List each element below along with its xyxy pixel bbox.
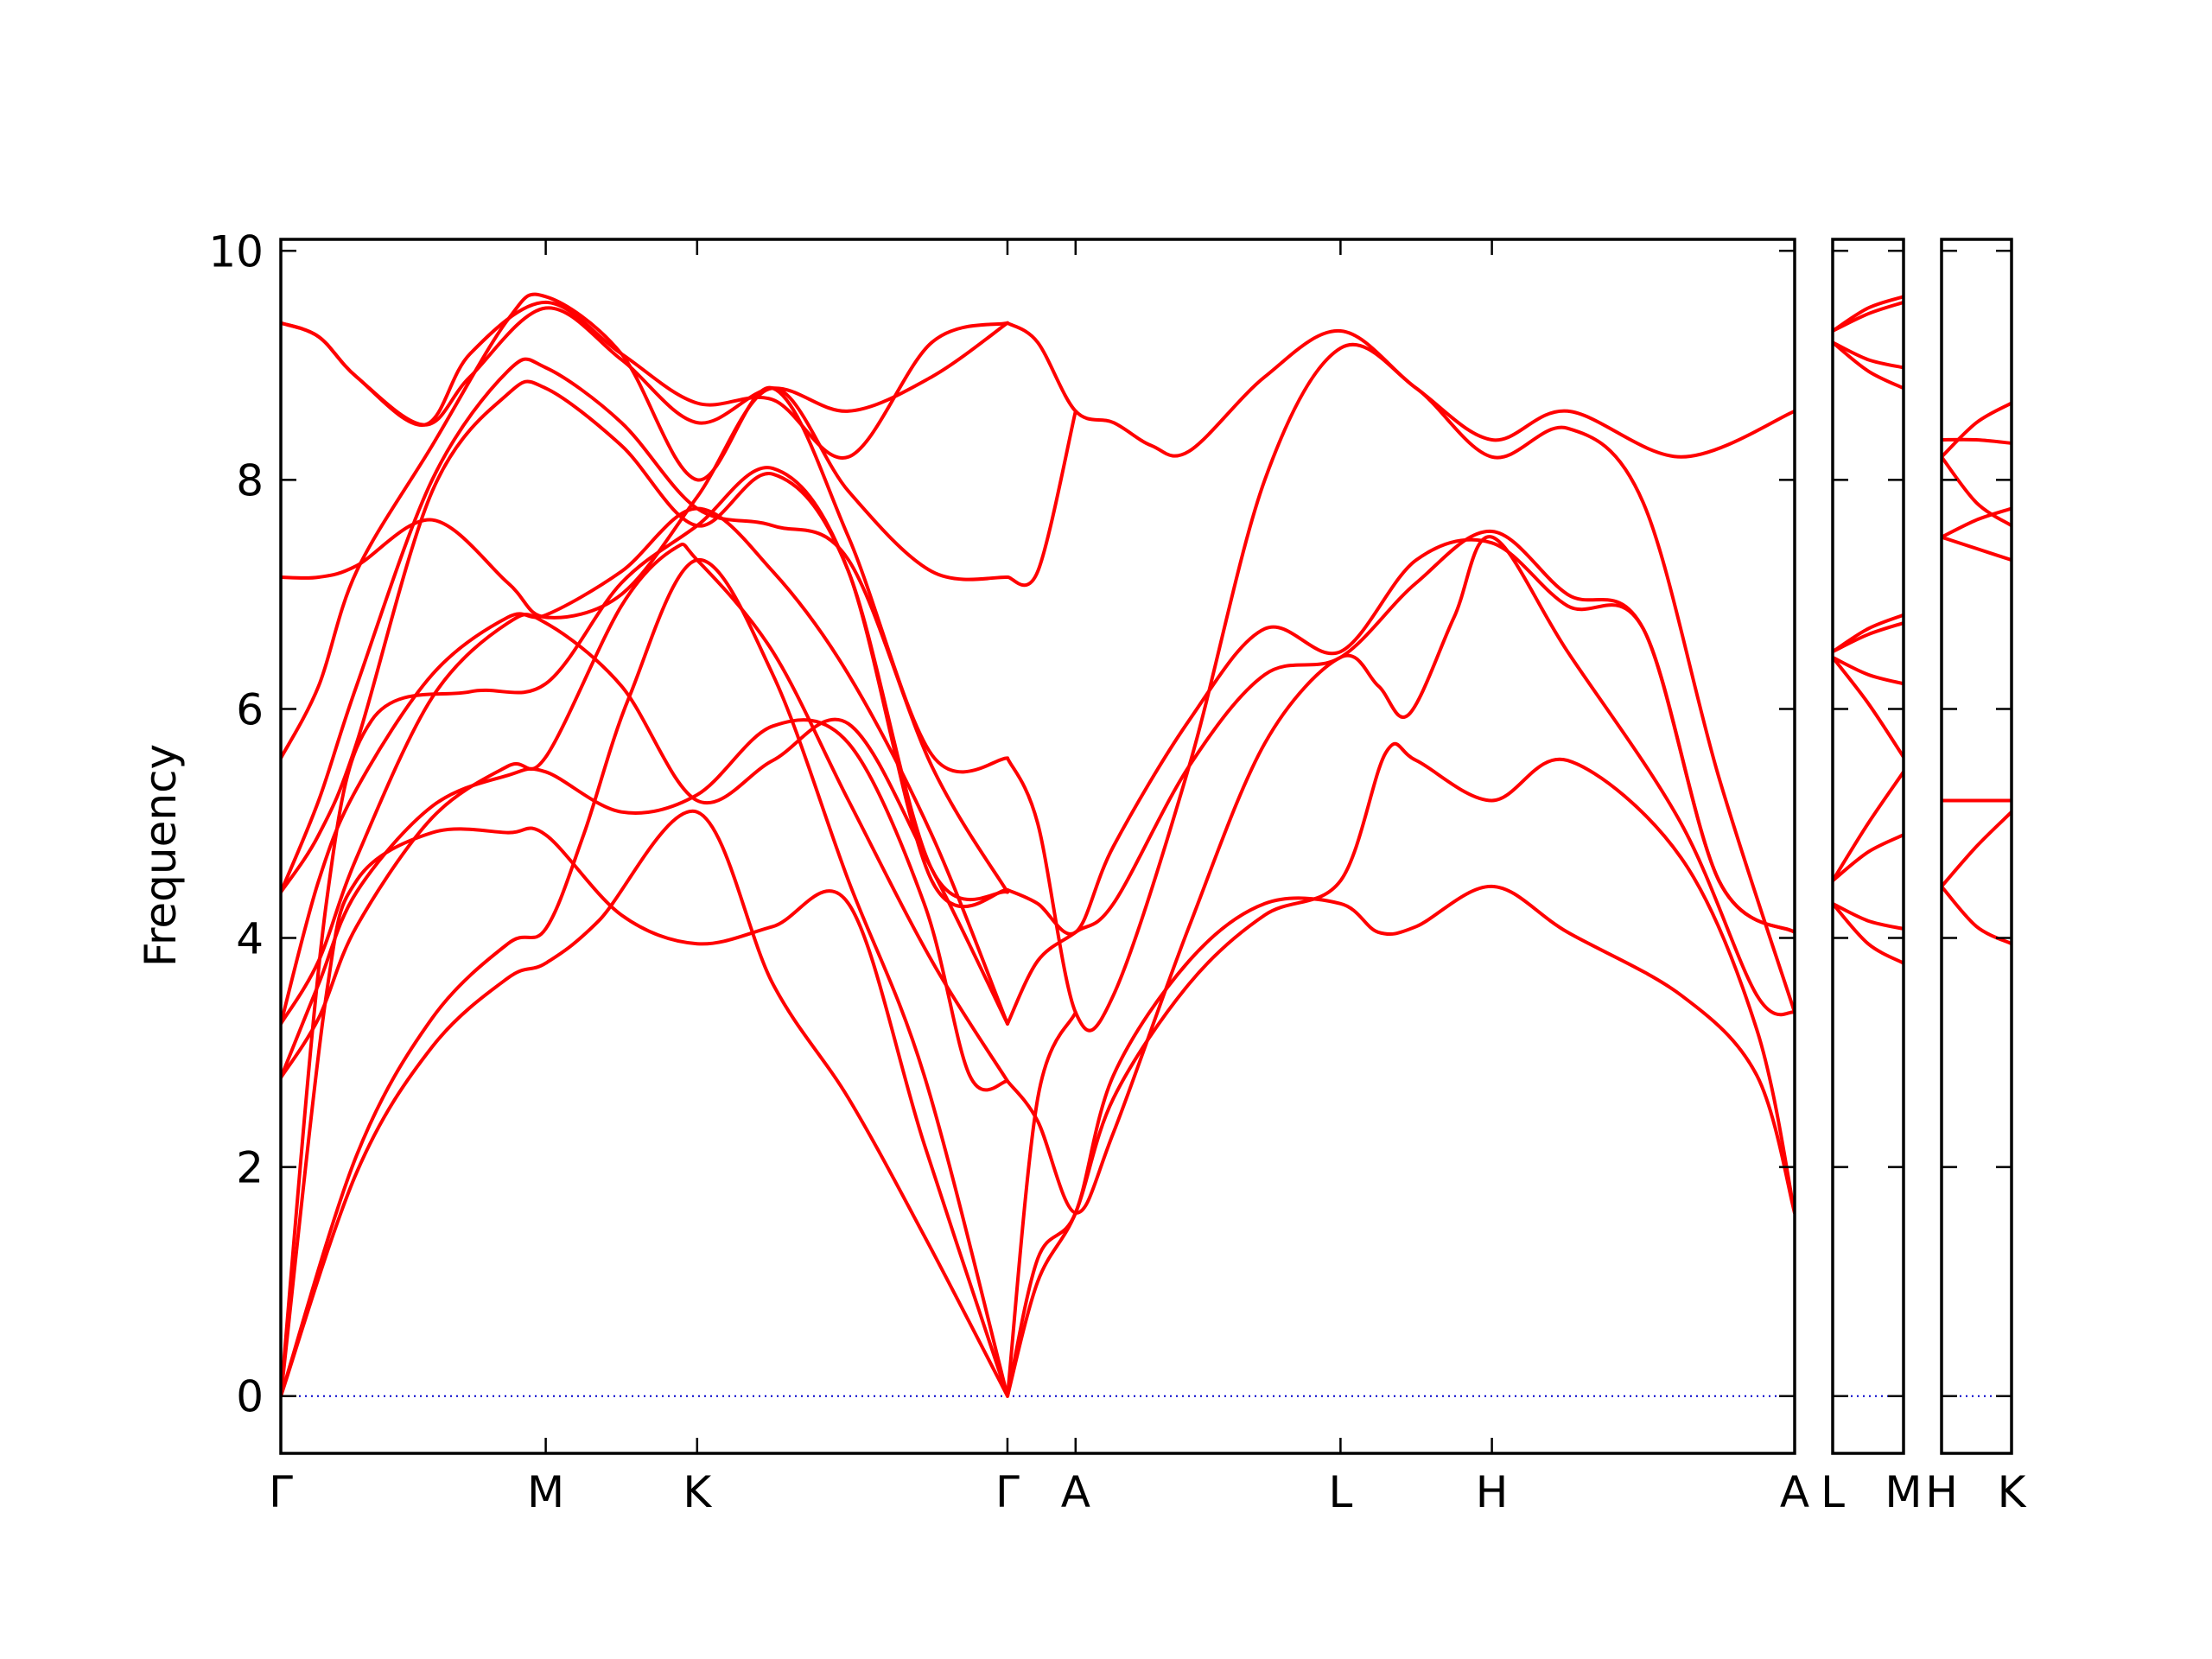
band-line-11 — [281, 292, 1009, 774]
band-line-23 — [1006, 1010, 1077, 1398]
band-line-22 — [1006, 409, 1077, 588]
y-axis-label: Frequency — [136, 744, 186, 967]
band-line-12 — [1833, 901, 1904, 965]
band-line-8 — [1942, 884, 2012, 946]
band-line-20 — [1006, 537, 1795, 936]
band-line-6 — [281, 542, 1009, 1084]
y-tick-label: 10 — [208, 226, 264, 276]
x-tick-label: K — [1998, 1467, 2027, 1517]
band-line-5 — [281, 718, 1009, 1092]
band-line-2 — [1833, 300, 1904, 333]
x-tick-label: M — [527, 1467, 564, 1517]
panel-frame — [1940, 238, 2013, 1455]
band-line-7 — [281, 613, 1009, 1026]
band-line-9 — [281, 379, 1009, 901]
band-line-21 — [1006, 342, 1795, 1033]
x-tick-label: A — [1061, 1467, 1090, 1517]
band-line-7 — [1942, 810, 2012, 888]
x-tick-label: H — [1925, 1467, 1958, 1517]
x-tick-label: K — [683, 1467, 712, 1517]
band-line-4 — [1942, 506, 2012, 539]
x-tick-label: Γ — [995, 1467, 1020, 1517]
x-tick-label: A — [1780, 1467, 1809, 1517]
band-line-8 — [1833, 655, 1904, 760]
band-line-6 — [1833, 621, 1904, 654]
y-tick-label: 4 — [236, 914, 264, 964]
band-line-7 — [1833, 655, 1904, 686]
y-tick-label: 6 — [236, 684, 264, 734]
x-tick-label: Γ — [269, 1467, 293, 1517]
band-line-12 — [281, 386, 1009, 620]
bands-group — [1942, 401, 2012, 946]
y-tick-label: 2 — [236, 1143, 264, 1193]
band-line-1 — [281, 809, 1009, 1398]
band-line-14 — [281, 306, 1009, 427]
band-line-15 — [1006, 321, 1795, 459]
band-line-4 — [281, 466, 1009, 1398]
band-line-1 — [1942, 437, 2012, 445]
band-line-17 — [1006, 741, 1795, 1398]
x-tick-label: L — [1821, 1467, 1845, 1517]
band-line-8 — [281, 506, 1009, 1026]
band-line-19 — [1006, 529, 1795, 1026]
panel-frame — [279, 238, 1796, 1455]
panel-frame — [1831, 238, 1905, 1455]
band-line-3 — [281, 826, 1009, 1398]
bands-group — [1833, 295, 1904, 965]
y-tick-label: 8 — [236, 455, 264, 505]
band-line-3 — [1942, 454, 2012, 528]
band-line-4 — [1833, 340, 1904, 391]
y-tick-label: 0 — [236, 1372, 264, 1422]
bands-group — [281, 292, 1795, 1398]
x-tick-label: H — [1476, 1467, 1509, 1517]
band-line-11 — [1833, 901, 1904, 931]
band-line-5 — [1942, 535, 2012, 563]
band-line-9 — [1833, 770, 1904, 883]
band-line-18 — [1006, 535, 1795, 1215]
band-line-2 — [1942, 401, 2012, 459]
band-line-3 — [1833, 340, 1904, 370]
band-line-10 — [1833, 833, 1904, 883]
x-tick-label: M — [1885, 1467, 1922, 1517]
x-tick-label: L — [1328, 1467, 1352, 1517]
